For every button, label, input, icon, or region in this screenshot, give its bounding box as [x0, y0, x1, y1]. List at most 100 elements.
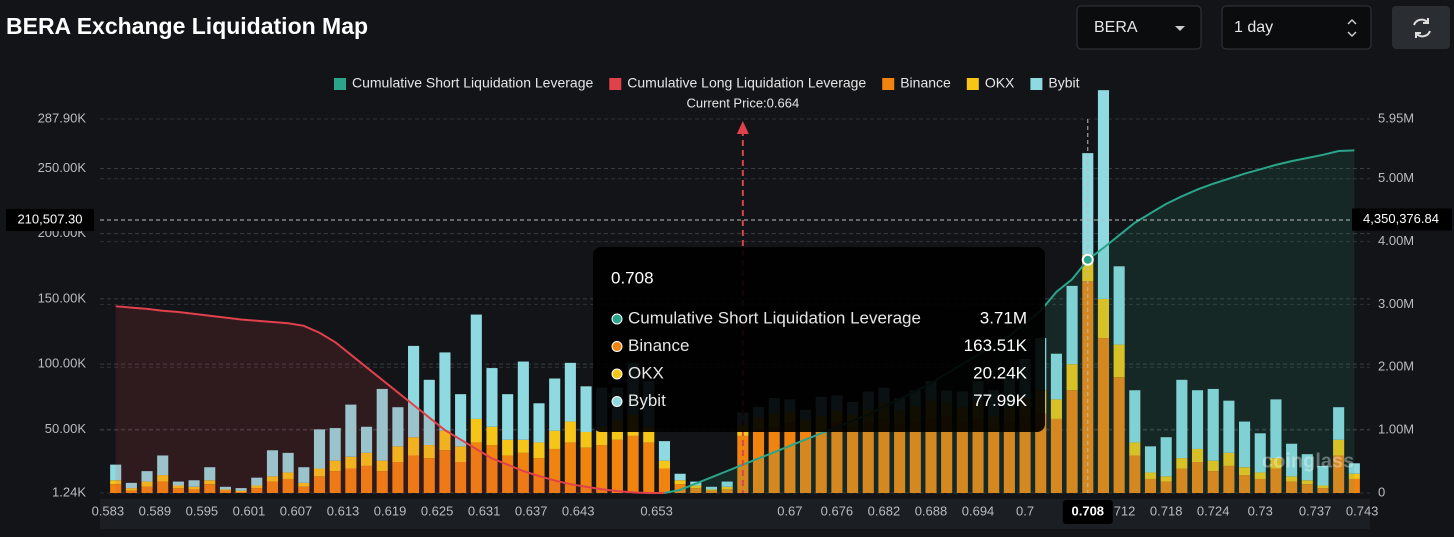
bar — [313, 468, 326, 477]
bar — [204, 467, 216, 481]
x-tick-label: 0.583 — [92, 503, 125, 518]
bar — [1129, 390, 1141, 443]
line — [115, 305, 665, 494]
y2-tick-label: 3.00M — [1378, 296, 1414, 311]
x-tick-label: 0.724 — [1197, 503, 1230, 518]
bar — [909, 421, 921, 493]
bar — [1050, 399, 1062, 419]
bar — [125, 488, 137, 491]
crosshair-label-box — [6, 208, 94, 231]
bar — [1317, 485, 1329, 489]
select-value[interactable]: BERA — [1094, 19, 1138, 36]
bar — [1301, 480, 1313, 485]
bar — [1333, 407, 1345, 440]
bar — [1270, 458, 1282, 469]
x-tick-label: 0.718 — [1150, 503, 1183, 518]
bar — [627, 435, 639, 493]
tooltip-value: 163.51K — [964, 336, 1028, 355]
x-tick-label: 0.682 — [868, 503, 901, 518]
bar — [266, 476, 279, 482]
x-tick-label: 0.601 — [233, 503, 266, 518]
bar — [235, 490, 247, 493]
bar — [376, 471, 388, 493]
x-tick-label: 0.619 — [374, 503, 407, 518]
bar — [1160, 476, 1172, 482]
bar — [204, 480, 216, 485]
bar — [219, 486, 231, 490]
bar — [674, 480, 686, 485]
bar — [768, 426, 780, 493]
bar — [1333, 455, 1345, 493]
button-box[interactable] — [1392, 6, 1450, 49]
bar — [784, 422, 796, 493]
bar — [486, 445, 498, 493]
interval-select[interactable]: 1 day — [1221, 5, 1372, 50]
bar — [502, 439, 514, 456]
bar — [172, 485, 184, 489]
tooltip-title: 0.708 — [611, 268, 654, 287]
x-tick-label: 0.631 — [468, 503, 501, 518]
x-tick-label: 0.743 — [1346, 503, 1379, 518]
x-axis-band — [100, 499, 1370, 529]
bar — [564, 362, 576, 422]
select-box[interactable] — [1221, 5, 1372, 50]
legend-swatch — [966, 78, 979, 90]
select-value[interactable]: 1 day — [1234, 19, 1273, 36]
bar — [596, 426, 608, 446]
bar — [157, 481, 169, 493]
bar — [110, 464, 122, 481]
bar — [125, 490, 137, 493]
bar — [1097, 298, 1110, 339]
bar — [1207, 460, 1219, 472]
bar — [470, 442, 482, 493]
refresh-button[interactable] — [1392, 6, 1450, 49]
x-tick-label: 0.589 — [139, 503, 172, 518]
bar — [831, 421, 843, 493]
bar — [376, 388, 388, 461]
bar — [1097, 338, 1110, 493]
bar — [596, 445, 608, 493]
bar — [1348, 478, 1360, 493]
bar — [298, 486, 310, 493]
crosshair-y2-label: 4,350,376.84 — [1363, 211, 1439, 226]
bar — [1270, 399, 1282, 459]
symbol-select[interactable]: BERA — [1076, 5, 1202, 50]
x-tick-label: 0.688 — [915, 503, 948, 518]
x-tick-label: 0.67 — [777, 503, 802, 518]
bar — [235, 488, 247, 491]
bar — [345, 456, 357, 469]
bar — [1207, 471, 1219, 493]
x-tick-label: 0.737 — [1299, 503, 1332, 518]
select-box[interactable] — [1076, 5, 1202, 50]
bar — [251, 488, 263, 493]
x-tick-label: 0.653 — [640, 503, 673, 518]
bar — [1254, 433, 1266, 473]
page-title: BERA Exchange Liquidation Map — [6, 13, 368, 39]
bar — [1066, 390, 1078, 493]
bar — [110, 484, 122, 493]
y2-tick-label: 2.00M — [1378, 359, 1414, 374]
bar — [1286, 481, 1298, 493]
bar — [1176, 468, 1188, 493]
bar — [658, 441, 671, 461]
bar — [658, 460, 671, 469]
bar — [486, 368, 498, 427]
x-tick-label: 0.607 — [280, 503, 313, 518]
bar — [1160, 437, 1172, 477]
bar — [799, 431, 812, 493]
bar — [580, 386, 592, 432]
x-tick-label: 0.7 — [1016, 503, 1034, 518]
y-tick-label: 250.00K — [38, 160, 87, 175]
bar — [345, 468, 357, 493]
bar — [1270, 468, 1282, 493]
bar — [925, 418, 937, 493]
bar — [141, 471, 153, 482]
bar — [721, 489, 733, 493]
bar — [376, 460, 388, 472]
bar — [517, 452, 529, 493]
bar — [1144, 472, 1157, 479]
legend-label: Bybit — [1048, 75, 1079, 91]
bar — [408, 345, 420, 438]
tooltip-dot — [611, 341, 623, 352]
